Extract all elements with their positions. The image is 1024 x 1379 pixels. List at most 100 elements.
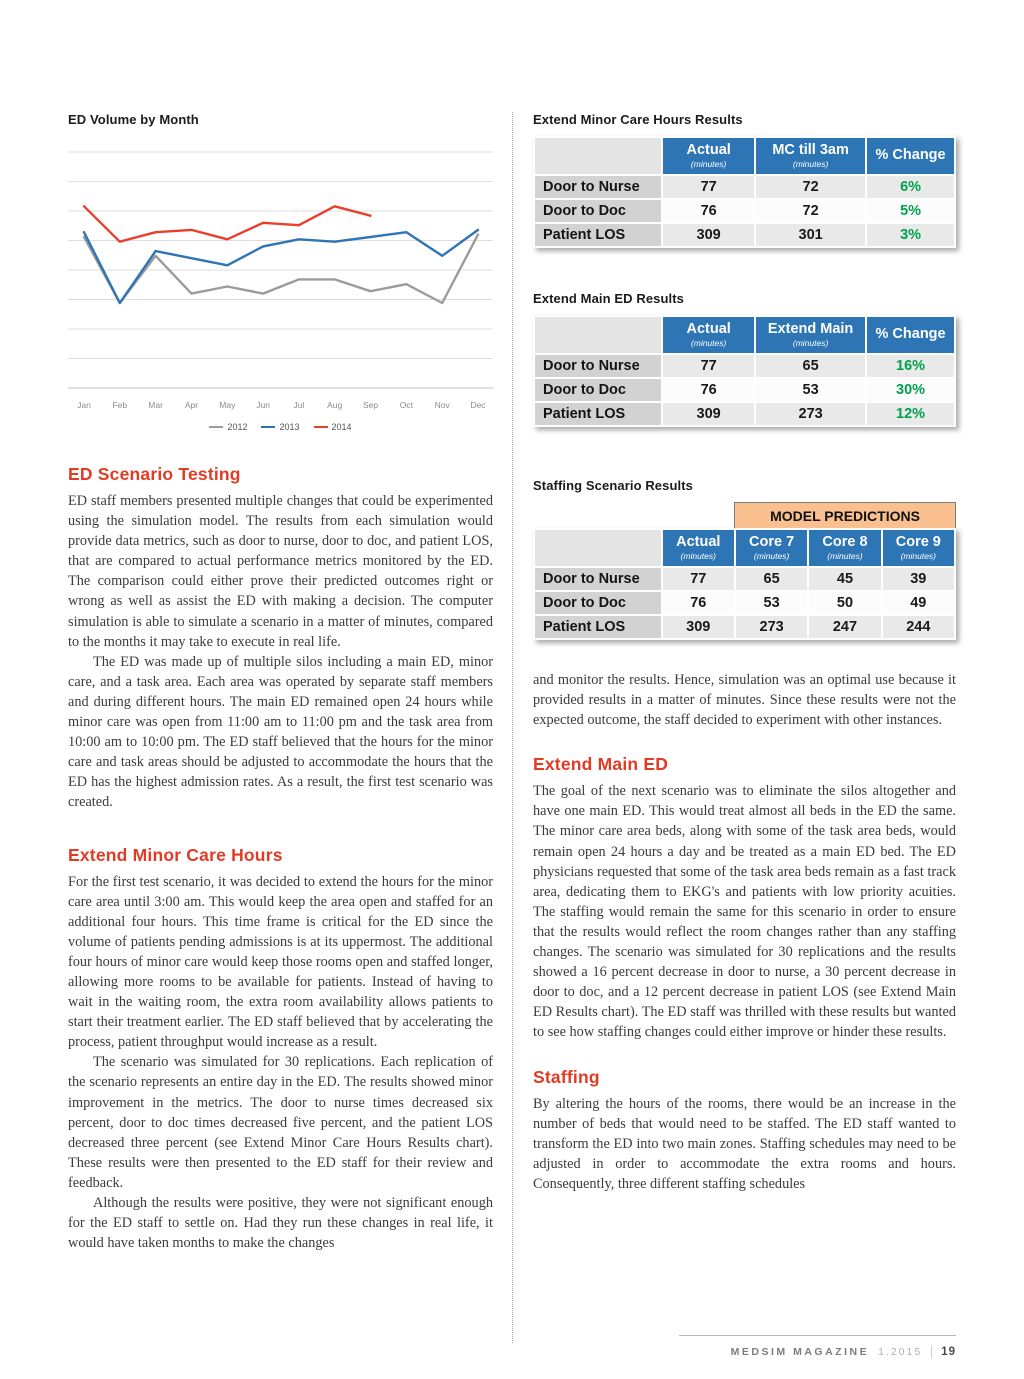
row-label: Door to Doc	[533, 590, 663, 616]
cell: 50	[807, 590, 883, 616]
x-tick-label: Dec	[470, 400, 486, 410]
cell: 72	[754, 198, 868, 224]
cell-percent-change: 16%	[865, 353, 956, 379]
table-row: Patient LOS 309 273 12%	[532, 401, 956, 427]
section-heading: ED Scenario Testing	[68, 464, 241, 484]
cell: 309	[661, 222, 757, 248]
row-label: Patient LOS	[533, 614, 663, 640]
paragraph: By altering the hours of the rooms, ther…	[533, 1095, 956, 1192]
row-label: Door to Nurse	[533, 566, 663, 592]
legend-item: 2014	[313, 422, 352, 432]
footer-divider	[931, 1345, 933, 1359]
cell: 45	[807, 566, 883, 592]
ed-volume-chart: ED Volume by Month Jan Feb Mar Apr May Jun Jul…	[68, 112, 493, 432]
table-row: Door to Doc 76 53 50 49	[533, 590, 957, 616]
cell: 76	[661, 198, 757, 224]
column-header: MC till 3am (minutes)	[754, 136, 868, 176]
cell: 72	[754, 174, 868, 200]
left-column: ED Volume by Month Jan Feb Mar Apr May Jun Jul…	[68, 112, 493, 1343]
cell: 76	[661, 377, 757, 403]
results-table: Actual (minutes) Core 7 (minutes) Core 8…	[533, 528, 957, 640]
column-header: Core 7 (minutes)	[733, 528, 810, 568]
corner-cell	[532, 315, 664, 355]
staffing-scenario-results: Staffing Scenario Results MODEL PREDICTI…	[533, 478, 957, 640]
section-ed-scenario-testing: ED Scenario Testing ED staff members pre…	[68, 464, 493, 813]
column-header: Core 8 (minutes)	[807, 528, 883, 568]
table-row: Door to Doc 76 53 30%	[532, 377, 956, 403]
paragraph: The goal of the next scenario was to eli…	[533, 783, 956, 1041]
cell: 65	[733, 566, 810, 592]
paragraph: The ED was made up of multiple silos inc…	[68, 653, 493, 811]
results-table: Actual (minutes) MC till 3am (minutes) %…	[532, 136, 956, 248]
section-extend-minor-care-hours: Extend Minor Care Hours For the first te…	[68, 845, 493, 1254]
page-number: 19	[941, 1346, 956, 1358]
row-label: Door to Doc	[532, 377, 664, 403]
cell: 53	[754, 377, 868, 403]
column-header: Extend Main (minutes)	[754, 315, 868, 355]
cell: 273	[733, 614, 810, 640]
series-2012	[82, 233, 480, 305]
cell: 309	[661, 401, 757, 427]
cell: 247	[807, 614, 883, 640]
x-tick-label: Feb	[112, 400, 127, 410]
column-header: Actual (minutes)	[661, 315, 757, 355]
x-tick-label: Oct	[400, 400, 414, 410]
model-predictions-banner: MODEL PREDICTIONS	[734, 502, 956, 528]
cell: 49	[880, 590, 957, 616]
legend-swatch-2014	[313, 426, 328, 428]
x-tick-label: Nov	[435, 400, 451, 410]
table-row: Patient LOS 309 273 247 244	[533, 614, 957, 640]
cell-percent-change: 6%	[865, 174, 956, 200]
line-chart-canvas: Jan Feb Mar Apr May Jun Jul Aug Sep Oct Nov Dec	[68, 151, 493, 410]
magazine-name: MEDSIM MAGAZINE	[730, 1346, 870, 1358]
paragraph: ED staff members presented multiple chan…	[68, 493, 493, 650]
legend-item: 2012	[209, 422, 247, 432]
table-row: Door to Nurse 77 65 16%	[532, 353, 956, 379]
header-row: Actual (minutes) Core 7 (minutes) Core 8…	[533, 528, 957, 568]
section-heading: Staffing	[533, 1066, 600, 1087]
legend-label: 2012	[227, 422, 248, 432]
cell-percent-change: 12%	[865, 401, 956, 427]
table-row: Patient LOS 309 301 3%	[532, 222, 956, 248]
row-label: Patient LOS	[532, 222, 664, 248]
table-label: Staffing Scenario Results	[533, 478, 693, 493]
legend-swatch-2012	[209, 426, 224, 428]
cell-percent-change: 3%	[865, 222, 956, 248]
series-2013	[82, 228, 480, 305]
column-header: % Change	[865, 315, 956, 355]
model-predictions-banner-row: MODEL PREDICTIONS	[533, 502, 956, 528]
series-2014	[82, 205, 372, 243]
right-column: Extend Minor Care Hours Results Actual (…	[512, 112, 957, 1343]
legend-label: 2013	[279, 422, 300, 432]
cell: 301	[754, 222, 868, 248]
table-label: Extend Minor Care Hours Results	[533, 112, 743, 127]
cell: 244	[880, 614, 957, 640]
paragraph: Although the results were positive, they…	[68, 1195, 493, 1252]
row-label: Patient LOS	[532, 401, 664, 427]
chart-title: ED Volume by Month	[68, 112, 199, 127]
cell: 77	[660, 566, 736, 592]
table-row: Door to Doc 76 72 5%	[532, 198, 956, 224]
cell: 39	[880, 566, 957, 592]
paragraph: The scenario was simulated for 30 replic…	[68, 1054, 493, 1191]
chart-legend: 2012 2013 2014	[68, 422, 493, 432]
cell: 309	[660, 614, 736, 640]
cell: 65	[754, 353, 868, 379]
legend-label: 2014	[331, 422, 352, 432]
table-row: Door to Nurse 77 65 45 39	[533, 566, 957, 592]
extend-minor-care-results: Extend Minor Care Hours Results Actual (…	[532, 112, 956, 248]
corner-cell	[532, 136, 664, 176]
column-header: Actual (minutes)	[660, 528, 736, 568]
row-label: Door to Doc	[532, 198, 664, 224]
section-heading: Extend Minor Care Hours	[68, 844, 283, 865]
column-header: % Change	[865, 136, 956, 176]
legend-item: 2013	[261, 422, 300, 432]
issue-number: 1.2015	[878, 1346, 923, 1358]
x-tick-label: Apr	[185, 400, 198, 410]
page-footer: MEDSIM MAGAZINE 1.2015 19	[679, 1335, 956, 1359]
paragraph-continuation: and monitor the results. Hence, simulati…	[533, 672, 956, 729]
cell-percent-change: 30%	[865, 377, 956, 403]
row-label: Door to Nurse	[532, 174, 664, 200]
x-tick-label: Jul	[293, 400, 304, 410]
